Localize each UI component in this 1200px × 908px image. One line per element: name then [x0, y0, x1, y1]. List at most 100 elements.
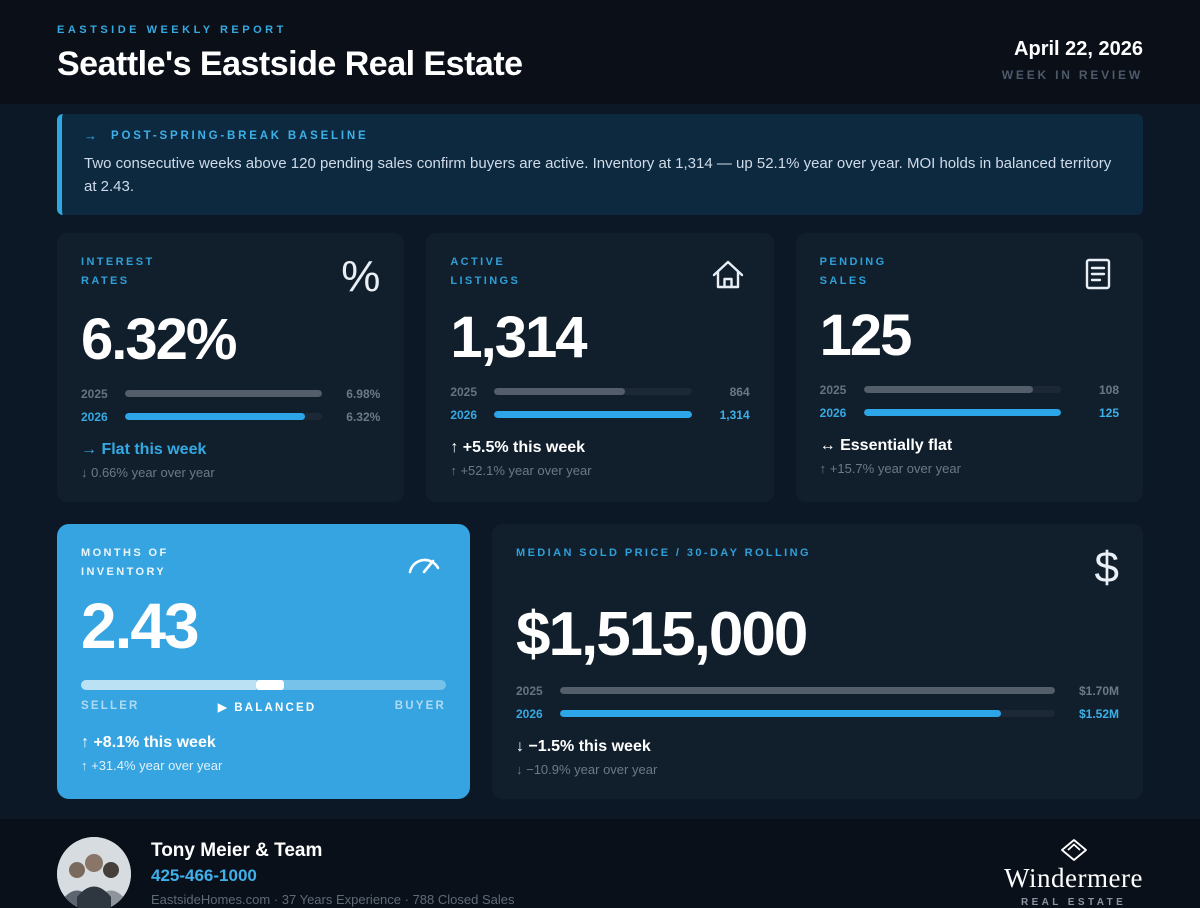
bar-track — [494, 388, 692, 395]
windermere-diamond-icon — [1060, 839, 1087, 861]
bar-value: 125 — [1098, 405, 1119, 420]
stat-label: MONTHS OF INVENTORY — [81, 546, 169, 578]
gauge-scale-labels: SELLER ▶ BALANCED BUYER — [81, 700, 446, 714]
bar-track — [560, 710, 1055, 717]
agent-phone: 425-466-1000 — [151, 866, 257, 885]
bar-value: $1.52M — [1078, 706, 1119, 721]
card-header: INTEREST RATES % — [81, 253, 380, 299]
report-date: April 22, 2026 — [1014, 38, 1143, 60]
brand-block: Windermere REAL ESTATE — [1004, 839, 1143, 908]
bar-year-label: 2025 — [819, 382, 847, 397]
bar-fill — [494, 388, 625, 395]
agent-text: Tony Meier & Team 425-466-1000 EastsideH… — [151, 840, 514, 907]
bar-year-label: 2026 — [819, 405, 847, 420]
callout-header: → POST-SPRING-BREAK BASELINE — [84, 128, 1121, 143]
gauge-fill — [81, 679, 257, 690]
report-kicker: EASTSIDE WEEKLY REPORT — [57, 24, 287, 36]
card-months-of-inventory: MONTHS OF INVENTORY 2.43 SELLER ▶ BALANC… — [57, 523, 470, 799]
house-icon — [706, 253, 750, 297]
report-body: → POST-SPRING-BREAK BASELINE Two consecu… — [0, 104, 1200, 799]
week-change: ↓ −1.5% this week — [516, 737, 651, 755]
bar-fill — [560, 710, 1001, 717]
bar-track — [125, 413, 323, 420]
stat-value: 1,314 — [450, 304, 587, 370]
bar-fill — [863, 409, 1061, 416]
bar-year-label: 2026 — [516, 706, 543, 721]
week-change: → Flat this week — [81, 440, 207, 458]
bar-year-label: 2025 — [450, 384, 478, 399]
bar-track — [494, 411, 692, 418]
report-header: EASTSIDE WEEKLY REPORT Seattle's Eastsid… — [0, 0, 1200, 104]
callout-title: POST-SPRING-BREAK BASELINE — [111, 129, 369, 142]
gauge-thumb — [256, 679, 284, 690]
yoy-change: ↑ +52.1% year over year — [450, 462, 592, 478]
bar-track — [560, 687, 1055, 694]
bar-fill — [863, 386, 1034, 393]
yoy-change: ↓ 0.66% year over year — [81, 464, 215, 480]
arrow-right-icon: → — [84, 128, 97, 143]
header-left: EASTSIDE WEEKLY REPORT Seattle's Eastsid… — [57, 24, 523, 84]
card-header: PENDING SALES — [820, 253, 1119, 295]
week-change: ↑ +5.5% this week — [450, 438, 586, 456]
bar-value: 864 — [729, 384, 750, 399]
week-change: ↑ +8.1% this week — [81, 733, 216, 751]
bar-value: 108 — [1098, 382, 1119, 397]
bar-year-label: 2025 — [81, 386, 108, 401]
card-header: ACTIVE LISTINGS — [450, 253, 749, 297]
card-pending-sales: PENDING SALES 125 2025 108 — [795, 232, 1143, 502]
brand-name: Windermere — [1004, 863, 1143, 893]
bar-value: 6.32% — [346, 409, 381, 424]
stat-value: 2.43 — [81, 589, 200, 662]
stat-label: MEDIAN SOLD PRICE / 30-DAY ROLLING — [516, 546, 811, 559]
stat-value: 6.32% — [81, 306, 237, 372]
stat-label: INTEREST RATES — [81, 255, 155, 287]
week-change: ↔ Essentially flat — [819, 436, 953, 454]
brand-subtitle: REAL ESTATE — [1020, 897, 1127, 908]
seller-label: SELLER — [81, 699, 140, 712]
bar-row-2026: 2026 6.32% — [81, 410, 380, 424]
report-footer: Tony Meier & Team 425-466-1000 EastsideH… — [0, 818, 1200, 908]
bar-fill — [125, 390, 323, 397]
card-interest-rates: INTEREST RATES % 6.32% 2025 6.98% 2026 6… — [57, 232, 405, 502]
summary-callout: → POST-SPRING-BREAK BASELINE Two consecu… — [57, 114, 1143, 215]
yoy-change: ↑ +31.4% year over year — [81, 757, 223, 773]
stat-value: 125 — [819, 302, 913, 368]
header-right: April 22, 2026 WEEK IN REVIEW — [1002, 24, 1143, 82]
bar-year-label: 2026 — [81, 409, 108, 424]
bar-fill — [125, 413, 305, 420]
bar-row-2026: 2026 $1.52M — [516, 707, 1119, 721]
percent-icon: % — [341, 251, 381, 301]
bar-fill — [560, 687, 1055, 694]
card-header: MEDIAN SOLD PRICE / 30-DAY ROLLING $ — [516, 544, 1119, 590]
yoy-change: ↓ −10.9% year over year — [516, 761, 658, 777]
stats-row: INTEREST RATES % 6.32% 2025 6.98% 2026 6… — [57, 232, 1143, 502]
bottom-row: MONTHS OF INVENTORY 2.43 SELLER ▶ BALANC… — [57, 523, 1143, 799]
stat-value: $1,515,000 — [516, 599, 808, 669]
bar-row-2025: 2025 $1.70M — [516, 684, 1119, 698]
yoy-change: ↑ +15.7% year over year — [819, 460, 961, 476]
stat-label: ACTIVE LISTINGS — [450, 255, 521, 287]
card-median-sold-price: MEDIAN SOLD PRICE / 30-DAY ROLLING $ $1,… — [492, 523, 1143, 799]
bar-value: 1,314 — [719, 407, 750, 422]
dollar-icon: $ — [1094, 542, 1119, 592]
bar-year-label: 2026 — [450, 407, 478, 422]
week-in-review-label: WEEK IN REVIEW — [1001, 68, 1143, 82]
bar-row-2026: 2026 125 — [820, 406, 1119, 420]
agent-details: EastsideHomes.com · 37 Years Experience … — [151, 892, 515, 907]
bar-track — [125, 390, 323, 397]
bar-row-2026: 2026 1,314 — [450, 408, 749, 422]
bar-year-label: 2025 — [516, 683, 543, 698]
bar-fill — [494, 411, 692, 418]
avatar — [57, 836, 131, 908]
card-header: MONTHS OF INVENTORY — [81, 544, 446, 584]
page-title: Seattle's Eastside Real Estate — [57, 45, 523, 83]
inventory-gauge — [81, 679, 446, 690]
bar-row-2025: 2025 6.98% — [81, 387, 380, 401]
bar-row-2025: 2025 864 — [450, 385, 749, 399]
balanced-label: ▶ BALANCED — [217, 701, 317, 714]
card-active-listings: ACTIVE LISTINGS 1,314 2025 864 2026 — [426, 232, 774, 502]
buyer-label: BUYER — [394, 699, 446, 712]
agent-name: Tony Meier & Team — [151, 840, 323, 861]
bar-row-2025: 2025 108 — [820, 383, 1119, 397]
bar-track — [863, 386, 1061, 393]
